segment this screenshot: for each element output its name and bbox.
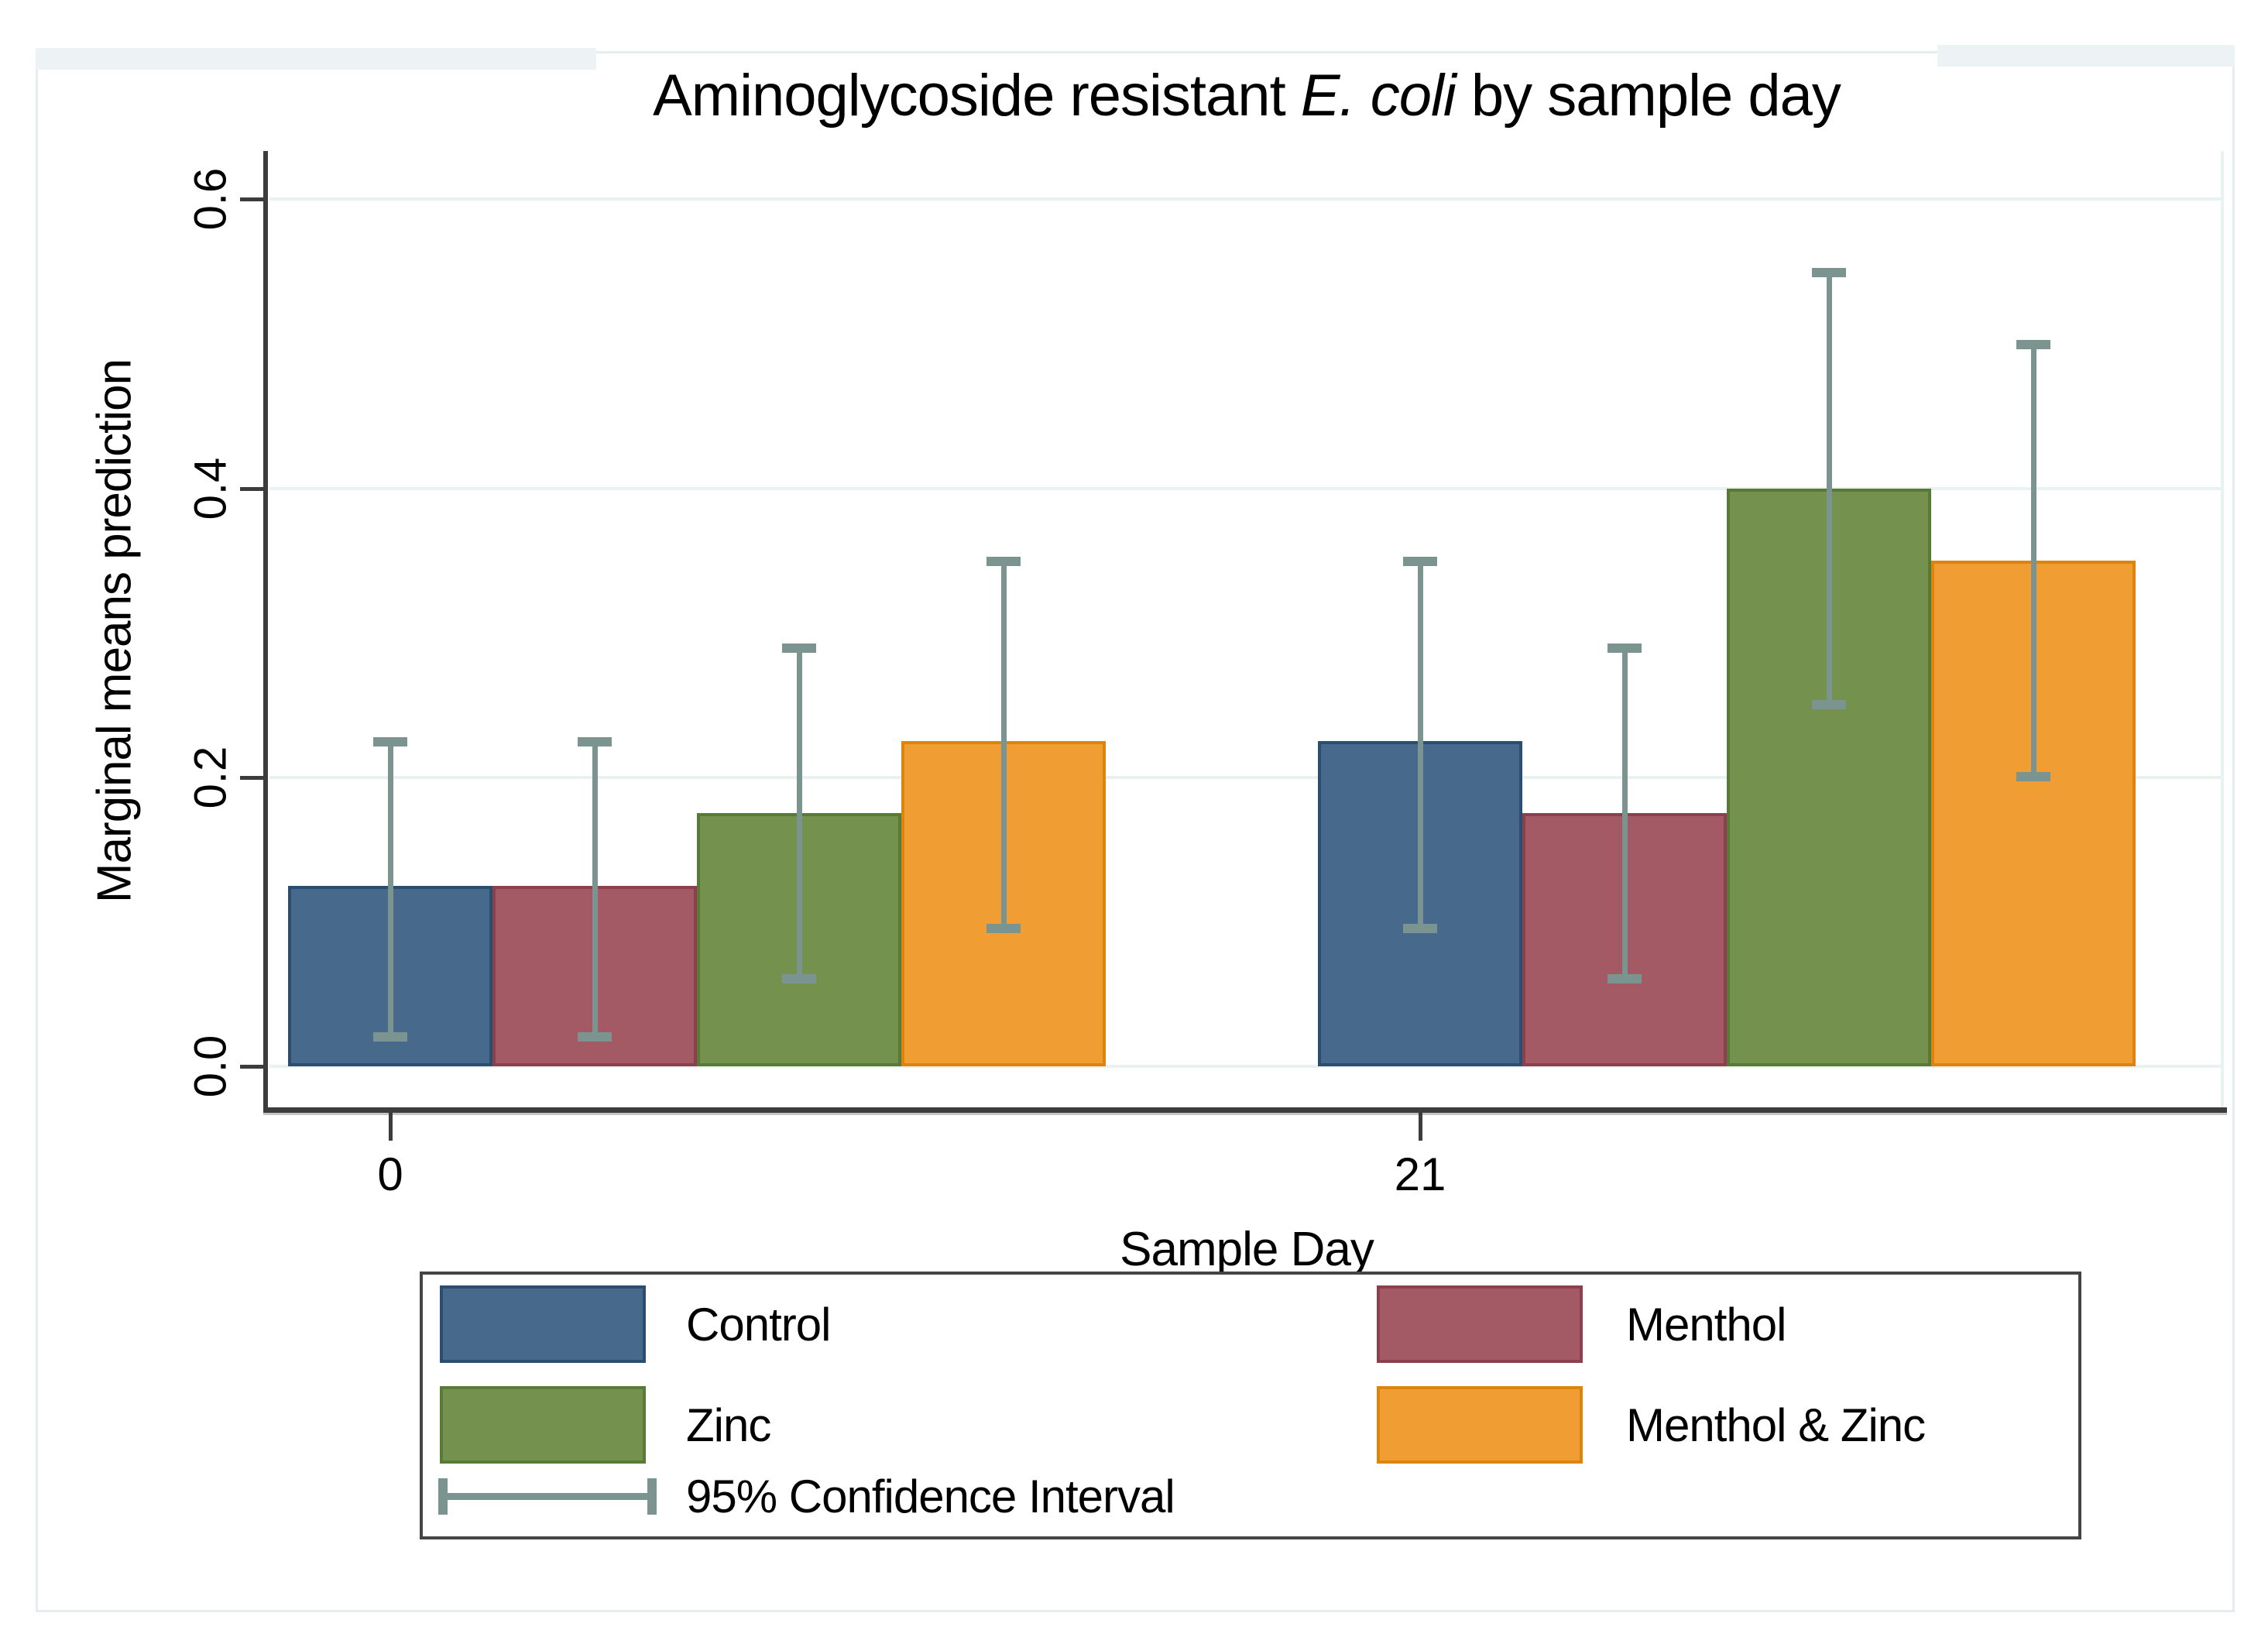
gridline-0.2 bbox=[269, 775, 2224, 779]
ci-icon-part bbox=[438, 1478, 448, 1515]
error-bar-cap-bottom-zinc-day0 bbox=[782, 974, 816, 984]
y-tick-label-text: 0.6 bbox=[185, 168, 236, 231]
error-bar-cap-bottom-menthol-zinc-day21 bbox=[2016, 771, 2050, 781]
gridline-0.0 bbox=[269, 1065, 2224, 1068]
legend-label-menthol-zinc: Menthol & Zinc bbox=[1626, 1399, 1926, 1451]
panel-top-strip-right bbox=[1937, 45, 2235, 67]
error-bar-cap-top-control-day0 bbox=[373, 737, 407, 747]
x-axis-shadow bbox=[263, 1113, 2227, 1115]
chart-title-suffix: by sample day bbox=[1455, 63, 1841, 129]
legend: Control Menthol Zinc Menthol & Zinc 95% … bbox=[420, 1272, 2081, 1539]
x-axis-title-text: Sample Day bbox=[1120, 1223, 1374, 1276]
error-bar-cap-bottom-menthol-zinc-day0 bbox=[986, 923, 1021, 933]
ci-icon-part bbox=[647, 1478, 657, 1515]
error-bar-cap-bottom-control-day0 bbox=[373, 1031, 407, 1042]
error-bar-cap-top-zinc-day21 bbox=[1812, 267, 1846, 277]
error-bar-cap-top-menthol-zinc-day0 bbox=[986, 556, 1021, 566]
error-bar-menthol-day0 bbox=[592, 741, 598, 1038]
x-tick-label-day0: 0 bbox=[377, 1148, 403, 1200]
legend-swatch-control bbox=[440, 1285, 646, 1363]
panel-top-strip-left bbox=[36, 48, 596, 70]
plot-right-border bbox=[2221, 151, 2224, 1107]
error-bar-cap-top-menthol-zinc-day21 bbox=[2016, 340, 2050, 349]
error-bar-menthol-zinc-day0 bbox=[1000, 560, 1007, 929]
error-bar-cap-bottom-menthol-day0 bbox=[578, 1031, 612, 1042]
x-tick-day21 bbox=[1419, 1113, 1422, 1141]
legend-label-control: Control bbox=[686, 1298, 831, 1351]
legend-label-menthol: Menthol bbox=[1626, 1298, 1786, 1351]
y-tick-0.6 bbox=[240, 197, 263, 202]
x-axis-title: Sample Day bbox=[267, 1222, 2226, 1277]
legend-label-zinc: Zinc bbox=[686, 1399, 771, 1451]
error-bar-cap-top-menthol-day0 bbox=[578, 737, 612, 747]
legend-swatch-menthol-zinc bbox=[1377, 1386, 1583, 1464]
y-tick-0.4 bbox=[240, 486, 263, 491]
chart-title-italic: E. coli bbox=[1300, 63, 1457, 129]
legend-swatch-zinc bbox=[440, 1386, 646, 1464]
y-axis-line bbox=[263, 151, 268, 1113]
y-tick-0.2 bbox=[240, 775, 263, 780]
error-bar-menthol-zinc-day21 bbox=[2030, 344, 2036, 777]
x-tick-label-day21: 21 bbox=[1394, 1148, 1446, 1200]
error-bar-zinc-day21 bbox=[1826, 271, 1832, 705]
error-bar-cap-top-control-day21 bbox=[1403, 556, 1437, 566]
ci-icon-part bbox=[443, 1493, 652, 1500]
error-bar-cap-bottom-zinc-day21 bbox=[1812, 699, 1846, 709]
error-bar-control-day0 bbox=[387, 741, 393, 1038]
y-tick-label-text: 0.0 bbox=[185, 1035, 236, 1098]
chart-title: Aminoglycoside resistant E. coli by samp… bbox=[267, 62, 2226, 129]
x-tick-day0 bbox=[389, 1113, 393, 1141]
y-tick-0.0 bbox=[240, 1065, 263, 1069]
error-bar-cap-top-menthol-day21 bbox=[1608, 643, 1642, 653]
error-bar-cap-bottom-control-day21 bbox=[1403, 923, 1437, 933]
figure-panel-border bbox=[36, 51, 2235, 1612]
legend-swatch-menthol bbox=[1377, 1285, 1583, 1363]
error-bar-zinc-day0 bbox=[796, 647, 802, 980]
gridline-0.4 bbox=[269, 486, 2224, 490]
error-bar-cap-top-zinc-day0 bbox=[782, 643, 816, 653]
error-bar-menthol-day21 bbox=[1621, 647, 1628, 980]
y-tick-label-text: 0.4 bbox=[185, 457, 236, 520]
chart-title-prefix: Aminoglycoside resistant bbox=[653, 63, 1301, 129]
x-axis-line bbox=[263, 1107, 2227, 1113]
error-bar-control-day21 bbox=[1417, 560, 1423, 929]
error-bar-cap-bottom-menthol-day21 bbox=[1608, 974, 1642, 984]
y-tick-label-text: 0.2 bbox=[185, 746, 236, 809]
gridline-0.6 bbox=[269, 197, 2224, 201]
legend-label-ci: 95% Confidence Interval bbox=[686, 1470, 1175, 1522]
